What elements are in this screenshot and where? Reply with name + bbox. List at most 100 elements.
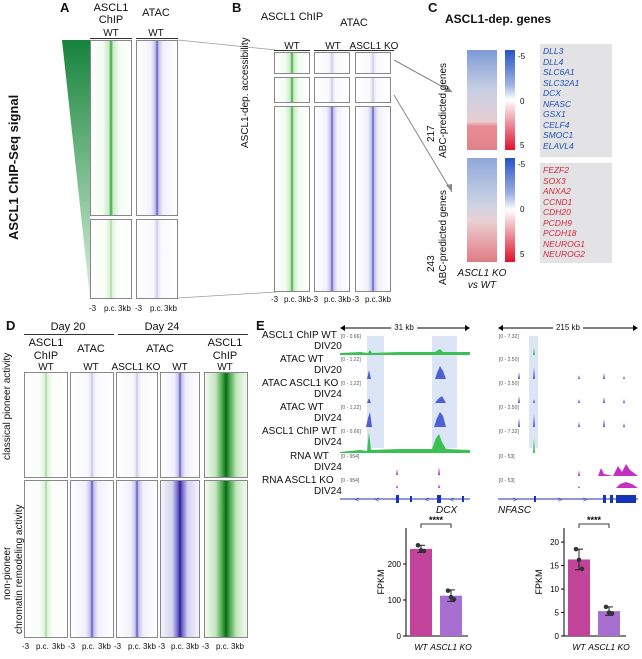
d-tick-left-3: -3 [114,642,122,651]
e-highlight-1 [367,336,384,448]
y-axis-label: FPKM [534,569,544,594]
e-track6-sub: DIV24 [314,462,342,473]
d-tick-right-2: 3kb [98,642,111,651]
a-tick-right-2: 3kb [164,304,177,313]
b-col2-underline [314,50,394,51]
b-col1-sub: WT [284,41,300,52]
y-tick-label: 10 [550,585,559,594]
c-group1-count: 217 [426,125,437,142]
c-scale1-tick-pos: 5 [520,141,525,150]
a-col1-header: ASCL1 ChIP [93,2,129,26]
e-range-6b: [0 - 53] [499,454,515,460]
x-tick-label: WT [572,642,586,652]
d-heatmap-c1-r2 [24,480,68,638]
d-day20-line [24,334,114,335]
b-tick-right-2: 3kb [338,295,351,304]
x-tick-label: ASCL1 KO [587,642,630,652]
a-col2-sub: WT [148,28,164,39]
c-scale1-tick-zero: 0 [520,97,525,106]
c-scale2-tick-zero: 0 [520,205,525,214]
d-tick-mid-1: p.c. [36,642,49,651]
c-scale2-tick-neg: -5 [518,160,526,169]
a-heatmap-chip-bottom [90,219,132,299]
d-heatmap-c3-r2 [116,480,158,638]
data-point [451,596,457,602]
e-range-4a: [0 - 1.22] [341,405,361,411]
panel-label-e: E [256,318,265,333]
e-range-7b: [0 - 53] [499,478,515,484]
a-col2-underline [136,38,178,39]
e-range-5a: [0 - 0.66] [341,429,361,435]
d-col3-header: ATAC [146,343,174,355]
e-track2-sub: DIV20 [314,365,342,376]
d-heatmap-c2-r2 [70,480,114,638]
c-heatmap-group2 [467,158,497,262]
panel-label-c: C [428,0,438,15]
gene-item: ANXA2 [543,186,571,196]
svg-text:<: < [425,497,429,504]
a-side-label: ASCL1 ChIP-Seq signal [6,94,21,240]
significance-bracket [420,523,452,528]
d-col5-sub: WT [217,362,233,373]
gene-item: CCND1 [543,196,573,207]
d-tick-left-2: -3 [68,642,76,651]
b-tick-right-3: 3kb [378,295,391,304]
d-tick-right-5: 3kb [231,642,244,651]
c-scale1-tick-neg: -5 [518,52,526,61]
y-tick-label: 0 [397,632,402,641]
a-col1-sub: WT [103,28,119,39]
data-point [603,604,609,610]
d-row2-label-b: chromatin remodeling activity [14,504,25,635]
gene-item: PCDH9 [543,217,572,228]
b-col1-underline [274,50,310,51]
d-tick-left-4: -3 [158,642,166,651]
gene-item: NEUROG1 [543,238,586,249]
e-track3-label: ATAC ASCL1 KO [262,378,339,389]
d-day24-line [118,334,248,335]
b-heatmap-atacwt-1 [314,52,350,74]
d-tick-right-4: 3kb [186,642,199,651]
data-point [609,611,615,616]
d-heatmap-c2-r1 [70,372,114,478]
c-group2-count: 243 [426,255,437,272]
d-tick-left-5: -3 [202,642,210,651]
y-tick-label: 100 [388,596,402,605]
d-day20: Day 20 [50,321,86,333]
e-highlight-3 [529,336,538,448]
panel-label-d: D [6,318,16,333]
e-track1-sub: DIV20 [314,341,342,352]
b-col2-sub1: WT [325,41,341,52]
d-tick-left-1: -3 [22,642,30,651]
e-track4-label: ATAC WT [280,402,324,413]
c-group2-label: ABC-predicted genes [438,189,449,285]
d-col2-header: ATAC [77,343,105,355]
gene-item: GSX1 [543,109,566,119]
gene-item: SMOC1 [543,130,574,140]
gene-item: CELF4 [543,119,570,130]
gene-item: SOX3 [543,175,566,186]
bar-ascl1-ko [440,595,462,636]
a-heatmap-atac-top [136,40,178,216]
data-point [579,566,585,572]
a-signal-wedge [62,40,90,298]
c-genes-up-list: FEZF2 SOX3 ANXA2 CCND1 CDH20 PCDH9 PCDH1… [540,163,612,263]
y-axis-label: FPKM [376,569,386,594]
e-range-7a: [0 - 954] [341,478,360,484]
a-heatmap-atac-bottom [136,219,178,299]
c-heatmap-group1 [467,50,497,150]
d-heatmap-c1-r1 [24,372,68,478]
e-range-5b: [0 - 7.32] [499,429,519,435]
e-range-1b: [0 - 7.32] [499,334,519,340]
a-heatmap-chip-top [90,40,132,216]
b-side-label: ASCL1-dep. accessibility [240,37,251,148]
a-to-b-connectors [178,39,277,299]
a-tick-mid-2: p.c. [150,304,163,313]
e-range-1a: [0 - 0.66] [341,334,361,340]
e-track7-sub: DIV24 [314,486,342,497]
y-tick-label: 5 [555,609,560,618]
svg-text:<: < [450,497,454,504]
a-tick-left-2: -3 [135,304,143,313]
e-track1-label: ASCL1 ChIP WT [262,330,337,341]
b-tick-left-1: -3 [271,295,279,304]
b-heatmap-atacwt-3 [314,106,350,292]
